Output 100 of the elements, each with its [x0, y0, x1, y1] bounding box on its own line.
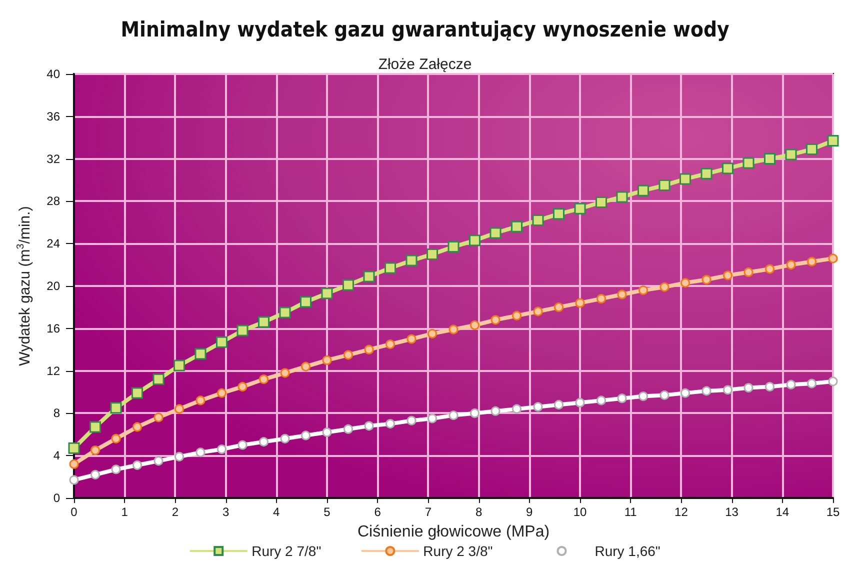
point: [68, 442, 80, 454]
point: [680, 173, 691, 185]
point: [511, 220, 522, 232]
point: [533, 306, 543, 316]
point: [300, 296, 312, 308]
point: [194, 348, 206, 360]
point: [660, 390, 670, 400]
point: [638, 285, 648, 295]
point: [658, 180, 670, 192]
point: [280, 368, 290, 378]
point: [386, 419, 395, 429]
point: [301, 430, 310, 440]
x-tick-label: 9: [526, 505, 534, 519]
x-tick-label: 8: [475, 505, 482, 519]
point: [490, 227, 502, 239]
point: [554, 400, 564, 410]
point: [90, 446, 100, 456]
point: [470, 320, 480, 330]
point: [700, 168, 712, 180]
point: [532, 214, 544, 226]
point: [596, 294, 606, 304]
point: [342, 279, 354, 291]
x-tick-label: 7: [424, 505, 432, 519]
point: [196, 396, 206, 406]
point: [154, 412, 164, 422]
y-tick-label: 0: [53, 491, 60, 505]
point: [428, 328, 437, 338]
x-tick-label: 10: [573, 505, 587, 519]
point: [533, 402, 543, 412]
y-tick-label: 32: [46, 152, 60, 166]
point: [428, 414, 437, 424]
point: [786, 380, 796, 390]
point: [638, 391, 648, 401]
point: [596, 396, 606, 406]
y-tick-label: 20: [46, 279, 60, 293]
point: [111, 464, 121, 474]
point: [448, 241, 460, 253]
point: [807, 378, 816, 388]
point: [765, 264, 774, 274]
point: [132, 460, 142, 470]
point: [765, 382, 774, 392]
point: [828, 254, 838, 264]
point: [575, 398, 585, 408]
point: [807, 256, 816, 266]
point: [617, 290, 627, 300]
y-tick-label: 4: [53, 448, 60, 463]
point: [196, 448, 206, 458]
point: [596, 196, 607, 208]
y-axis-title: Wydatek gazu (m3/min.): [16, 206, 34, 366]
point: [259, 437, 268, 447]
y-tick-label: 36: [46, 109, 60, 124]
x-tick-label: 2: [172, 505, 179, 519]
x-tick-label: 0: [70, 505, 78, 519]
point: [806, 144, 818, 156]
y-tick-label: 12: [46, 364, 60, 378]
point: [470, 408, 480, 418]
point: [322, 428, 332, 438]
chart-subtitle: Złoże Załęcze: [378, 56, 472, 73]
y-tick-label: 16: [46, 321, 60, 336]
point: [386, 340, 395, 350]
point: [174, 404, 184, 414]
point: [680, 388, 690, 398]
point: [322, 355, 332, 365]
legend-label: Rury 1,66": [594, 543, 660, 559]
point: [512, 404, 522, 414]
x-tick-label: 1: [121, 505, 128, 519]
x-tick-label: 14: [776, 505, 790, 519]
point: [217, 444, 226, 454]
point: [490, 406, 500, 416]
point: [321, 288, 333, 300]
point: [406, 416, 416, 426]
x-tick-label: 5: [324, 505, 331, 519]
point: [344, 424, 353, 434]
y-tick-label: 24: [46, 236, 60, 251]
point: [174, 452, 184, 462]
point: [426, 248, 438, 260]
point: [764, 153, 776, 165]
y-tick-label: 28: [46, 194, 60, 208]
x-tick-label: 12: [674, 505, 688, 519]
point: [154, 456, 164, 466]
x-tick-label: 15: [826, 505, 840, 519]
point: [617, 394, 627, 404]
point: [238, 382, 248, 392]
point: [638, 184, 649, 196]
point: [110, 402, 122, 414]
point: [680, 278, 690, 288]
x-tick-label: 11: [624, 505, 638, 519]
point: [575, 298, 585, 308]
point: [574, 202, 586, 214]
point: [132, 387, 143, 399]
point: [660, 282, 670, 292]
point: [406, 254, 418, 266]
point: [448, 324, 458, 334]
point: [258, 316, 270, 328]
point: [279, 306, 291, 318]
point: [69, 459, 79, 469]
chart-title: Minimalny wydatek gazu gwarantujący wynoszenie wody: [120, 18, 730, 42]
point: [152, 374, 164, 386]
point: [344, 350, 353, 360]
point: [259, 374, 268, 384]
